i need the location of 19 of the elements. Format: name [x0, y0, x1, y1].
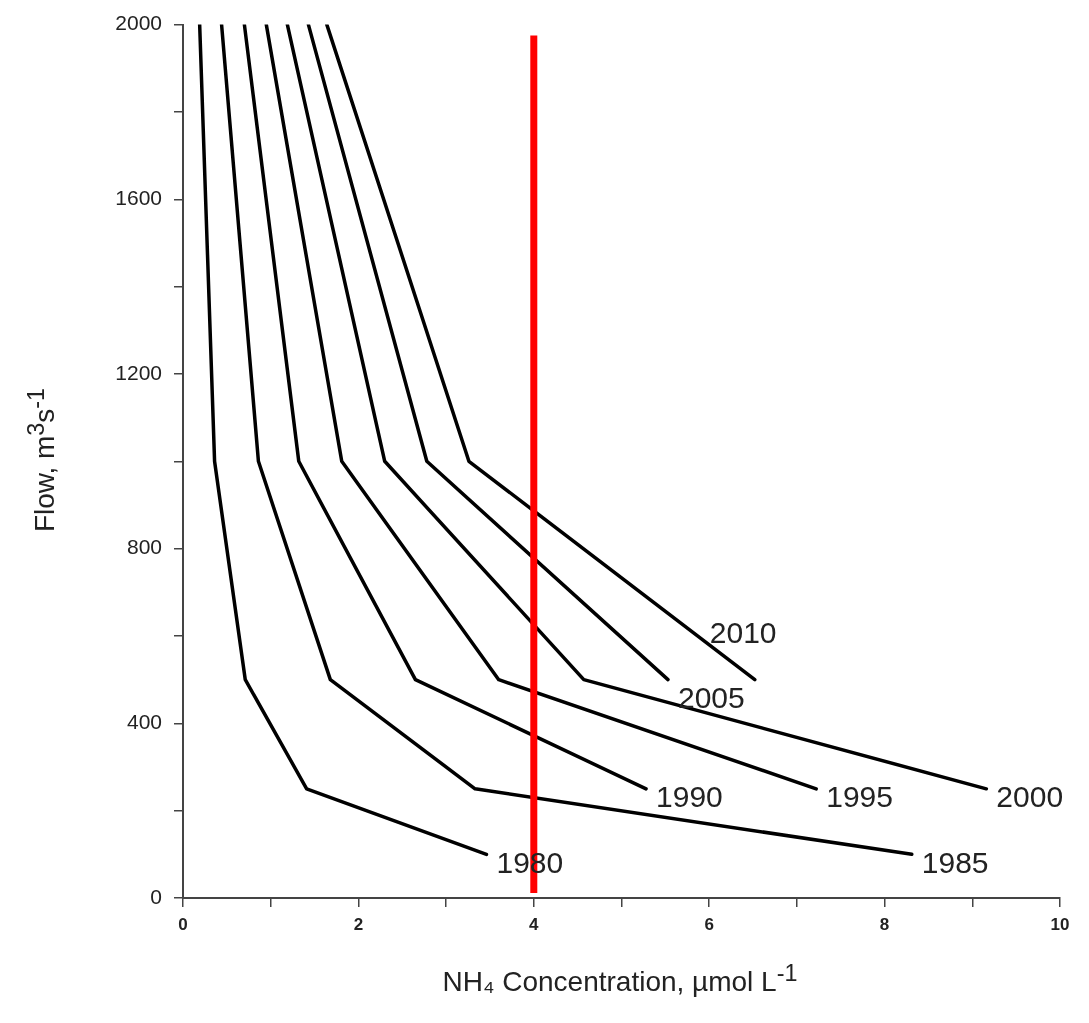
x-tick-label: 0: [178, 914, 188, 934]
y-tick-label: 0: [150, 884, 162, 908]
series-label: 1995: [826, 780, 893, 814]
x-tick-label: 4: [529, 914, 540, 934]
series-label: 1985: [921, 845, 989, 879]
series-label: 2010: [709, 615, 777, 649]
y-tick-label: 1200: [115, 360, 162, 384]
y-tick-label: 400: [126, 710, 162, 734]
x-axis-title: NH₄ Concentration, µmol L$^{-1}$: [442, 960, 798, 999]
y-tick-label: 800: [126, 535, 162, 559]
x-tick-label: 8: [879, 914, 890, 934]
series-label: 2005: [677, 680, 745, 714]
x-tick-label: 6: [704, 914, 714, 934]
y-tick-label: 1600: [115, 186, 162, 210]
x-tick-label: 10: [1050, 914, 1070, 934]
series-label: 1990: [656, 780, 723, 814]
series-label: 2000: [996, 780, 1064, 814]
x-tick-label: 2: [353, 914, 364, 934]
y-tick-label: 2000: [115, 11, 162, 35]
